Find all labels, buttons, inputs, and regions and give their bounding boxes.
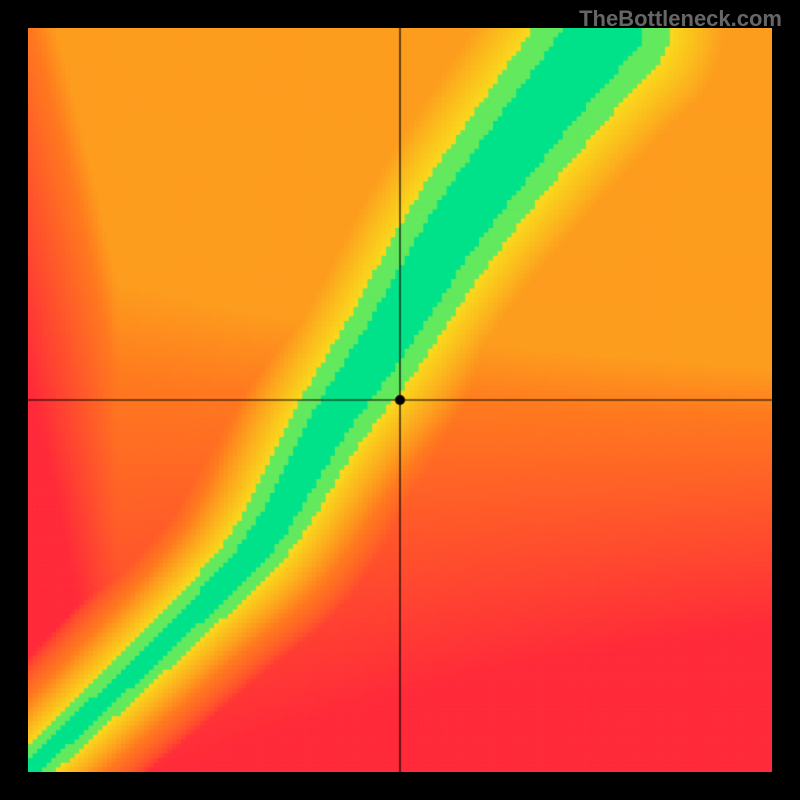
heatmap-canvas [28, 28, 772, 772]
watermark-text: TheBottleneck.com [579, 6, 782, 32]
plot-area [28, 28, 772, 772]
chart-container: TheBottleneck.com [0, 0, 800, 800]
